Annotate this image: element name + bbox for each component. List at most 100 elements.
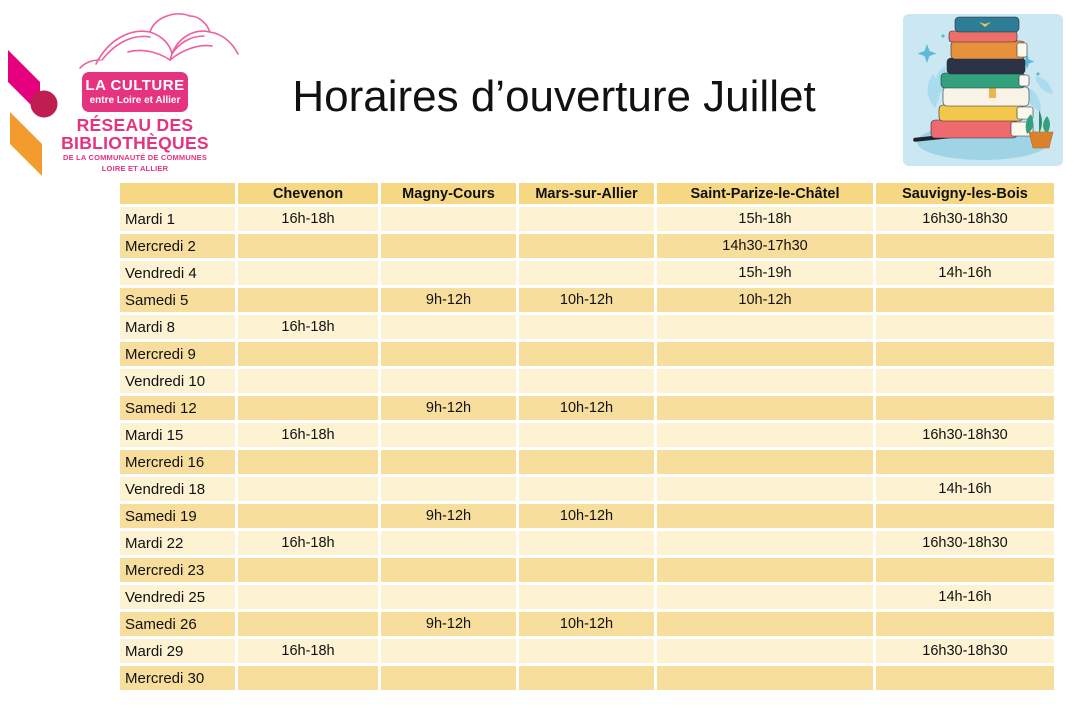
network-name-line1: RÉSEAU DES	[76, 115, 194, 135]
hours-cell: 10h-12h	[519, 288, 657, 315]
books-illustration	[903, 14, 1063, 166]
table-row: Samedi 19 9h-12h 10h-12h	[120, 504, 1057, 531]
hours-cell	[238, 612, 381, 639]
date-cell: Samedi 12	[120, 396, 238, 423]
hours-cell	[657, 639, 876, 666]
hours-cell: 16h-18h	[238, 207, 381, 234]
hours-cell	[238, 369, 381, 396]
hours-cell: 16h30-18h30	[876, 639, 1057, 666]
table-row: Mercredi 9	[120, 342, 1057, 369]
hours-cell: 10h-12h	[519, 612, 657, 639]
hours-cell	[657, 423, 876, 450]
hours-cell	[381, 639, 519, 666]
date-cell: Samedi 26	[120, 612, 238, 639]
table-row: Mardi 1 16h-18h 15h-18h 16h30-18h30	[120, 207, 1057, 234]
hours-cell	[381, 315, 519, 342]
date-cell: Mardi 1	[120, 207, 238, 234]
hours-cell	[519, 585, 657, 612]
hours-cell	[657, 342, 876, 369]
hours-cell	[657, 396, 876, 423]
hours-cell	[381, 342, 519, 369]
table-row: Mercredi 2 14h30-17h30	[120, 234, 1057, 261]
network-subtitle-line1: DE LA COMMUNAUTÉ DE COMMUNES	[62, 153, 208, 162]
hours-cell	[519, 234, 657, 261]
hours-cell	[657, 666, 876, 693]
hours-cell	[657, 531, 876, 558]
table-row: Mardi 22 16h-18h 16h30-18h30	[120, 531, 1057, 558]
hours-cell	[876, 450, 1057, 477]
badge-title: LA CULTURE	[85, 77, 185, 95]
hours-cell: 10h-12h	[657, 288, 876, 315]
table-row: Samedi 5 9h-12h 10h-12h 10h-12h	[120, 288, 1057, 315]
hours-cell	[876, 342, 1057, 369]
hours-cell: 9h-12h	[381, 288, 519, 315]
plant-icon	[1025, 110, 1054, 149]
hours-cell: 16h-18h	[238, 423, 381, 450]
date-cell: Mercredi 9	[120, 342, 238, 369]
hours-cell	[519, 369, 657, 396]
network-subtitle: DE LA COMMUNAUTÉ DE COMMUNES LOIRE ET AL…	[25, 152, 245, 175]
table-row: Mardi 15 16h-18h 16h30-18h30	[120, 423, 1057, 450]
hours-cell: 16h30-18h30	[876, 207, 1057, 234]
date-cell: Mercredi 2	[120, 234, 238, 261]
date-cell: Vendredi 10	[120, 369, 238, 396]
hours-cell	[238, 450, 381, 477]
hours-cell: 14h-16h	[876, 585, 1057, 612]
hours-cell	[238, 558, 381, 585]
table-row: Vendredi 18 14h-16h	[120, 477, 1057, 504]
hours-cell	[876, 315, 1057, 342]
network-name-line2: BIBLIOTHÈQUES	[61, 133, 209, 154]
date-cell: Mardi 22	[120, 531, 238, 558]
hours-cell	[238, 288, 381, 315]
table-row: Mardi 8 16h-18h	[120, 315, 1057, 342]
date-cell: Vendredi 25	[120, 585, 238, 612]
hours-cell	[657, 315, 876, 342]
culture-badge: LA CULTURE entre Loire et Allier	[82, 72, 188, 112]
date-cell: Mercredi 16	[120, 450, 238, 477]
hours-cell	[519, 531, 657, 558]
date-cell: Samedi 5	[120, 288, 238, 315]
hours-cell	[381, 369, 519, 396]
hours-cell	[876, 396, 1057, 423]
hours-cell: 16h-18h	[238, 531, 381, 558]
table-row: Mardi 29 16h-18h 16h30-18h30	[120, 639, 1057, 666]
hours-cell	[238, 342, 381, 369]
hours-cell	[381, 666, 519, 693]
table-row: Mercredi 23	[120, 558, 1057, 585]
hours-cell	[519, 477, 657, 504]
column-header: Chevenon	[238, 183, 381, 207]
hours-cell: 9h-12h	[381, 504, 519, 531]
hours-cell: 10h-12h	[519, 396, 657, 423]
column-header: Mars-sur-Allier	[519, 183, 657, 207]
hours-cell	[657, 477, 876, 504]
hours-cell	[238, 261, 381, 288]
network-name: RÉSEAU DES BIBLIOTHÈQUES	[25, 115, 245, 154]
hours-cell: 16h-18h	[238, 315, 381, 342]
hours-cell: 15h-18h	[657, 207, 876, 234]
hours-cell	[381, 450, 519, 477]
hours-cell	[238, 396, 381, 423]
column-header: Saint-Parize-le-Châtel	[657, 183, 876, 207]
table-row: Samedi 26 9h-12h 10h-12h	[120, 612, 1057, 639]
hours-cell	[657, 504, 876, 531]
open-book-icon	[79, 13, 239, 69]
table-row: Vendredi 4 15h-19h 14h-16h	[120, 261, 1057, 288]
hours-cell	[381, 558, 519, 585]
book-stack-icon	[903, 14, 1063, 166]
date-cell: Vendredi 4	[120, 261, 238, 288]
hours-cell	[519, 666, 657, 693]
column-header	[120, 183, 238, 207]
hours-cell: 10h-12h	[519, 504, 657, 531]
hours-cell	[657, 450, 876, 477]
hours-cell	[519, 207, 657, 234]
hours-cell	[876, 666, 1057, 693]
hours-cell: 15h-19h	[657, 261, 876, 288]
page-title: Horaires d’ouverture Juillet	[292, 72, 816, 121]
header-row: Chevenon Magny-Cours Mars-sur-Allier Saint-…	[120, 183, 1057, 207]
table-row: Vendredi 10	[120, 369, 1057, 396]
hours-cell: 16h30-18h30	[876, 531, 1057, 558]
hours-cell: 14h-16h	[876, 261, 1057, 288]
hours-cell	[238, 585, 381, 612]
hours-cell	[657, 369, 876, 396]
date-cell: Mercredi 30	[120, 666, 238, 693]
